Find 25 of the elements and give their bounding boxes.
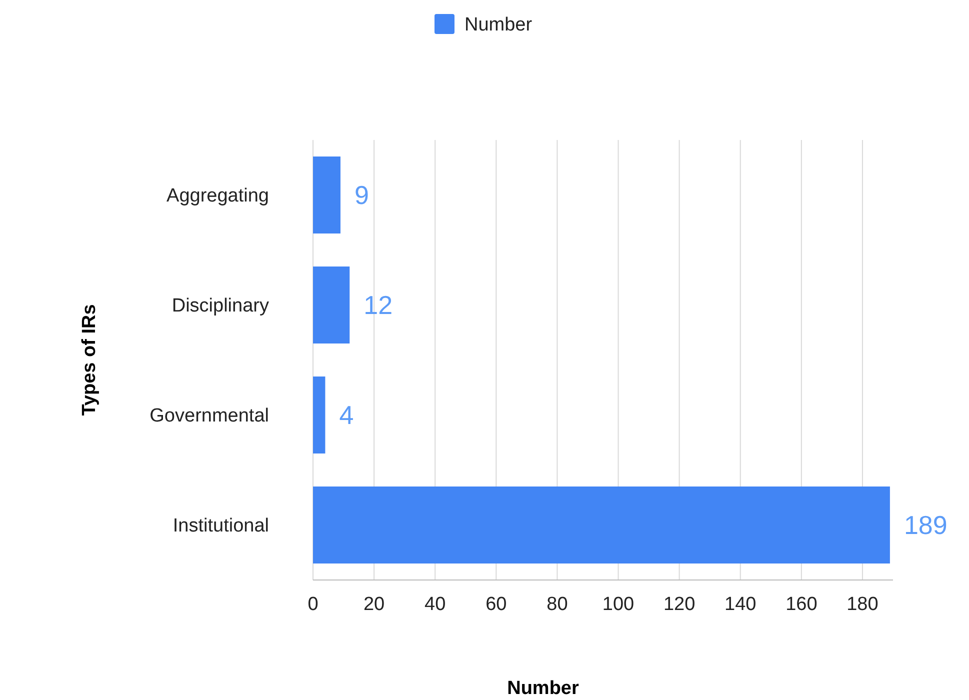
x-tick-label: 20 [363,594,385,615]
legend-label: Number [464,14,533,36]
y-tick-label: Governmental [150,406,269,427]
y-tick-label: Institutional [172,516,269,537]
bar [313,266,350,344]
data-label: 189 [904,510,948,540]
data-label: 9 [354,180,369,210]
y-tick-label: Disciplinary [172,296,270,317]
x-tick-label: 140 [724,594,756,615]
x-tick-label: 40 [424,594,446,615]
y-tick-label: Aggregating [166,186,269,207]
bar [313,156,340,234]
data-label: 12 [364,290,393,320]
x-tick-label: 180 [846,594,878,615]
data-label: 4 [339,400,354,430]
x-tick-label: 120 [663,594,696,615]
x-tick-label: 160 [786,594,818,615]
x-tick-label: 80 [546,594,568,615]
x-tick-label: 100 [602,594,634,615]
x-tick-label: 0 [308,594,318,615]
x-axis-title: Number [507,678,580,699]
y-axis-title: Types of IRs [79,304,100,416]
bar [313,376,326,454]
bar [313,486,890,564]
x-tick-label: 60 [486,594,507,615]
